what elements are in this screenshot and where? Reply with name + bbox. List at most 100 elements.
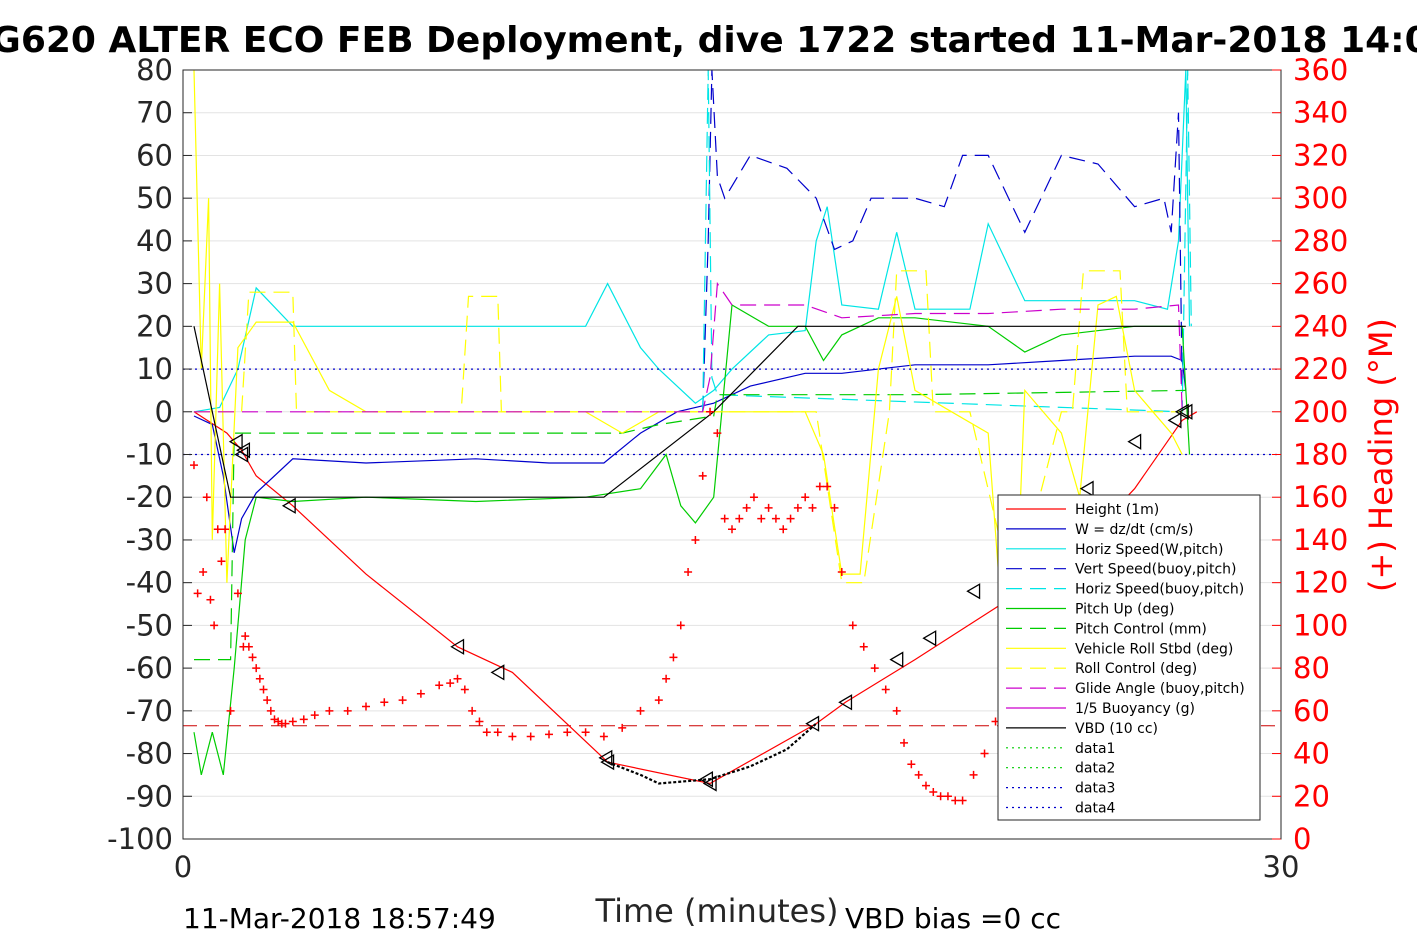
heading-point <box>482 728 491 737</box>
heading-point <box>793 503 802 512</box>
heading-point <box>460 685 469 694</box>
timestamp-footer: 11-Mar-2018 18:57:49 <box>183 902 496 935</box>
legend-entry: data1 <box>1075 741 1115 757</box>
right-tick-label: 240 <box>1293 309 1348 343</box>
left-tick-label: -50 <box>126 608 173 642</box>
triangle-marker <box>702 775 717 792</box>
heading-point <box>252 664 261 673</box>
heading-point <box>545 730 553 739</box>
series-glide-angle-buoy-pitch <box>194 281 1183 413</box>
heading-point <box>446 679 455 688</box>
triangle-marker <box>281 497 296 514</box>
heading-point <box>914 770 923 779</box>
heading-point <box>662 674 671 683</box>
left-tick-label: 80 <box>136 53 173 87</box>
left-tick-label: 60 <box>136 138 173 172</box>
left-tick-label: -100 <box>107 822 173 856</box>
heading-point <box>764 503 773 512</box>
heading-point <box>233 589 242 598</box>
height-bottom-segment <box>607 722 817 785</box>
legend-entry: 1/5 Buoyancy (g) <box>1075 701 1195 717</box>
series-pitch-control-mm <box>194 389 1186 661</box>
heading-point <box>779 525 788 534</box>
heading-point <box>202 493 211 502</box>
triangle-marker <box>805 715 820 732</box>
heading-point <box>900 738 909 747</box>
series-pitch-up-deg <box>193 304 1191 776</box>
heading-point <box>823 482 832 491</box>
left-tick-label: -70 <box>126 694 173 728</box>
heading-point <box>416 689 425 698</box>
heading-point <box>563 728 572 737</box>
heading-point <box>453 674 462 683</box>
x-tick-label: 0 <box>174 850 192 884</box>
right-tick-label: 140 <box>1293 523 1348 557</box>
left-tick-label: -30 <box>126 523 173 557</box>
left-tick-label: 0 <box>155 395 173 429</box>
heading-point <box>599 732 608 741</box>
right-tick-label: 0 <box>1293 822 1311 856</box>
right-tick-label: 340 <box>1293 96 1348 130</box>
heading-point <box>244 642 253 651</box>
legend-entry: Horiz Speed(W,pitch) <box>1075 542 1223 558</box>
heading-point <box>221 525 230 534</box>
heading-point <box>749 493 758 502</box>
triangle-marker <box>1127 433 1142 450</box>
heading-point <box>226 706 235 715</box>
legend-entry: Vehicle Roll Stbd (deg) <box>1075 641 1233 657</box>
heading-point <box>980 749 989 758</box>
x-tick-label: 30 <box>1263 850 1300 884</box>
right-tick-label: 40 <box>1293 737 1330 771</box>
heading-point <box>951 796 960 805</box>
heading-point <box>808 503 817 512</box>
right-tick-label: 120 <box>1293 566 1348 600</box>
legend-entry: Pitch Control (mm) <box>1075 621 1207 637</box>
heading-point <box>720 514 729 523</box>
heading-point <box>281 719 290 728</box>
right-tick-label: 260 <box>1293 267 1348 301</box>
left-tick-label: 20 <box>136 309 173 343</box>
triangle-marker <box>234 446 249 463</box>
legend-entry: Vert Speed(buoy,pitch) <box>1075 562 1237 578</box>
vbd-bias-footer: VBD bias =0 cc <box>845 902 1061 935</box>
right-y-axis-label: (+) Heading (°M) <box>1362 318 1400 592</box>
heading-point <box>435 681 444 690</box>
triangle-marker <box>1178 403 1193 420</box>
heading-point <box>936 792 945 801</box>
triangle-marker <box>490 664 505 681</box>
triangle-marker <box>922 630 937 647</box>
right-tick-label: 220 <box>1293 352 1348 386</box>
heading-point <box>771 514 780 523</box>
heading-point <box>921 781 930 790</box>
heading-point <box>380 698 389 707</box>
heading-point <box>859 642 868 651</box>
heading-point <box>870 664 879 673</box>
heading-point <box>837 567 846 576</box>
heading-point <box>830 503 839 512</box>
heading-point <box>713 429 722 438</box>
heading-point <box>493 728 502 737</box>
heading-point <box>636 706 645 715</box>
left-tick-label: 30 <box>136 267 173 301</box>
heading-point <box>786 514 795 523</box>
heading-point <box>288 717 297 726</box>
heading-point <box>263 696 272 705</box>
heading-point <box>193 589 202 598</box>
heading-point <box>815 482 824 491</box>
heading-point <box>526 732 535 741</box>
right-tick-label: 60 <box>1293 694 1330 728</box>
legend-entry: data4 <box>1075 801 1116 817</box>
triangle-marker <box>1167 412 1182 429</box>
right-tick-label: 280 <box>1293 224 1348 258</box>
heading-point <box>325 706 334 715</box>
right-tick-label: 80 <box>1293 651 1330 685</box>
heading-point <box>881 685 890 694</box>
heading-point <box>728 525 736 534</box>
heading-point <box>742 503 751 512</box>
heading-point <box>259 685 268 694</box>
left-tick-label: -40 <box>126 566 173 600</box>
right-tick-label: 360 <box>1293 53 1348 87</box>
left-tick-label: 50 <box>136 181 173 215</box>
right-tick-label: 20 <box>1293 779 1330 813</box>
